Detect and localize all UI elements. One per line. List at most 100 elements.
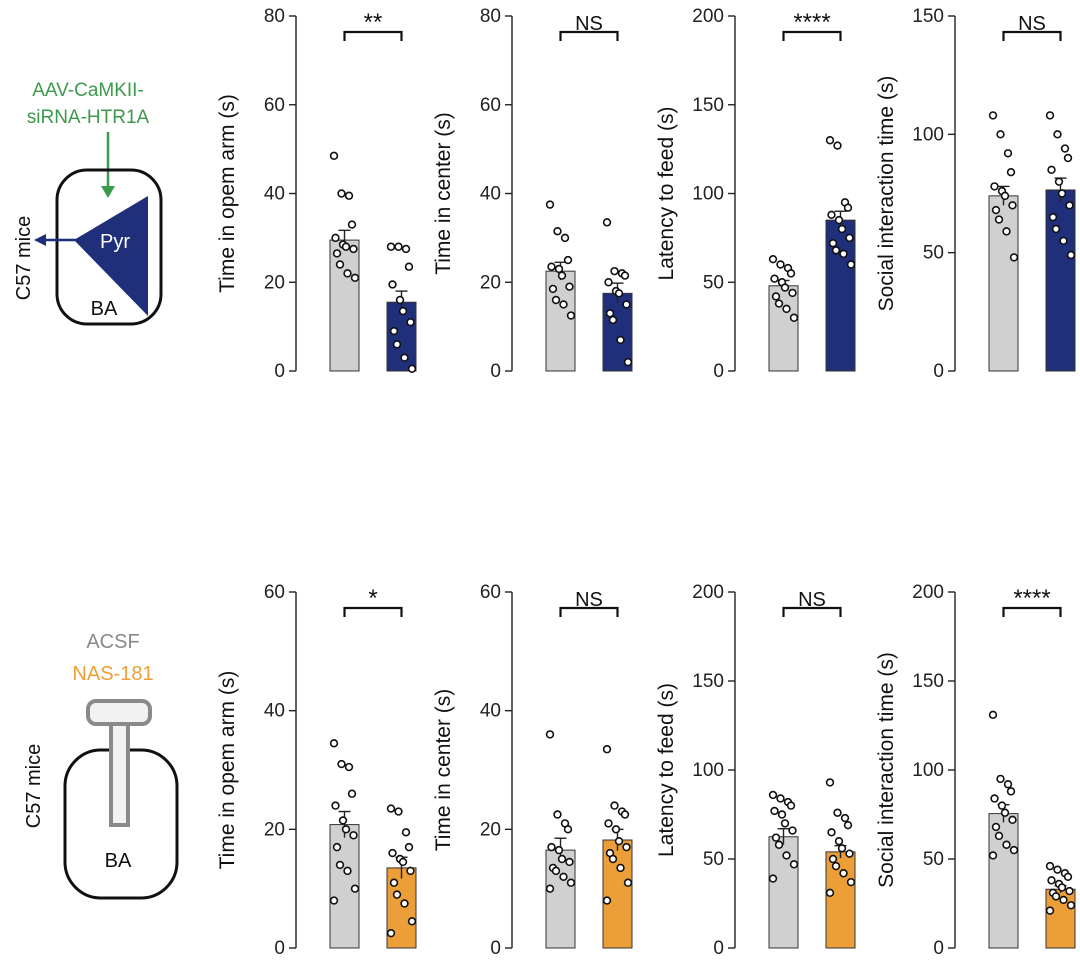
data-point [846, 260, 856, 269]
data-point [611, 825, 621, 834]
y-tick-label: 60 [480, 95, 501, 116]
data-point [1054, 177, 1064, 186]
y-axis-label: Latency to feed (s) [655, 683, 678, 857]
data-point [401, 828, 411, 837]
y-tick-label: 100 [692, 760, 724, 781]
data-point [392, 340, 402, 349]
data-point [828, 854, 838, 864]
data-point [341, 825, 351, 834]
chart-panel-7: 0 50 100 150 200 Latency to feed (s) NS [655, 582, 856, 959]
data-point [834, 836, 844, 846]
data-point [1059, 236, 1068, 246]
data-point [398, 857, 408, 867]
chart-panels: 0 20 40 60 80 Time in opem arm (s) ** 0 20 40 60 80… [216, 6, 1076, 959]
y-tick-label: 80 [264, 6, 285, 27]
data-point [551, 295, 561, 305]
chart-panel-1: 0 20 40 60 80 Time in opem arm (s) ** [216, 6, 417, 382]
data-point [1008, 201, 1017, 210]
data-point [845, 849, 854, 858]
bar-1 [329, 239, 360, 372]
data-point [331, 233, 340, 243]
data-point [1003, 780, 1013, 789]
data-point [386, 242, 396, 251]
data-point [344, 762, 354, 772]
data-point [833, 808, 842, 817]
cannula-shaft-icon [109, 722, 130, 827]
data-point [349, 831, 358, 840]
data-point [1059, 895, 1068, 905]
bar-1 [768, 285, 799, 372]
data-point [827, 210, 836, 220]
y-tick-label: 100 [912, 760, 944, 781]
data-point [563, 255, 573, 265]
data-point [406, 866, 415, 876]
data-point [1047, 165, 1056, 175]
data-point [400, 353, 409, 362]
data-point [604, 819, 613, 828]
data-point [786, 801, 796, 810]
data-point [329, 151, 339, 160]
data-point [350, 273, 360, 283]
y-axis-label: Social interaction time (s) [875, 76, 898, 312]
data-point [386, 928, 396, 938]
significance-bracket [559, 30, 619, 41]
data-point [602, 896, 612, 905]
data-point [1000, 191, 1010, 201]
data-point [777, 810, 787, 819]
data-point [831, 246, 841, 255]
y-tick-label: 60 [264, 95, 285, 116]
data-point [343, 866, 352, 876]
data-point [554, 845, 564, 855]
y-axis-label: Time in opem arm (s) [216, 94, 239, 293]
data-point [837, 224, 847, 234]
y-tick-label: 0 [490, 938, 501, 959]
y-tick-label: 0 [274, 938, 285, 959]
data-point [332, 249, 342, 258]
significance-label: * [368, 585, 377, 612]
y-tick-label: 0 [490, 361, 501, 382]
data-point [388, 280, 397, 289]
significance-bracket [1002, 606, 1062, 617]
data-point [839, 869, 848, 878]
data-point [344, 191, 354, 200]
data-point [343, 269, 352, 278]
data-point [545, 200, 555, 209]
mouse-strain-label-top: C57 mice [13, 216, 35, 300]
significance-bracket [343, 30, 403, 41]
data-point [1045, 906, 1055, 915]
data-point [776, 260, 785, 269]
data-point [1002, 227, 1011, 236]
data-point [768, 874, 778, 883]
bar-1 [988, 195, 1019, 372]
data-point [1065, 201, 1074, 210]
data-point [1060, 144, 1070, 153]
injection-arrow-head-icon [101, 186, 115, 198]
data-point [782, 304, 791, 314]
data-point [406, 317, 415, 327]
data-point [768, 790, 778, 800]
bar-2 [825, 851, 856, 949]
y-tick-label: 0 [933, 361, 944, 382]
data-point [389, 326, 399, 336]
y-tick-label: 40 [264, 701, 285, 722]
data-point [604, 278, 613, 287]
data-point [545, 730, 555, 739]
bar-2 [1045, 189, 1076, 372]
data-point [780, 283, 790, 292]
data-point [548, 284, 558, 294]
data-point [774, 299, 784, 308]
data-point [623, 878, 633, 887]
data-point [837, 844, 847, 853]
data-point [846, 877, 856, 887]
data-point [337, 759, 346, 769]
data-point [1002, 840, 1011, 849]
y-tick-label: 50 [923, 243, 944, 264]
data-point [825, 888, 835, 898]
data-point [407, 917, 417, 926]
data-point [990, 794, 999, 803]
data-point [614, 289, 624, 298]
data-point [825, 778, 835, 787]
data-point [770, 806, 779, 816]
virus-label-line2: siRNA-HTR1A [27, 107, 150, 128]
